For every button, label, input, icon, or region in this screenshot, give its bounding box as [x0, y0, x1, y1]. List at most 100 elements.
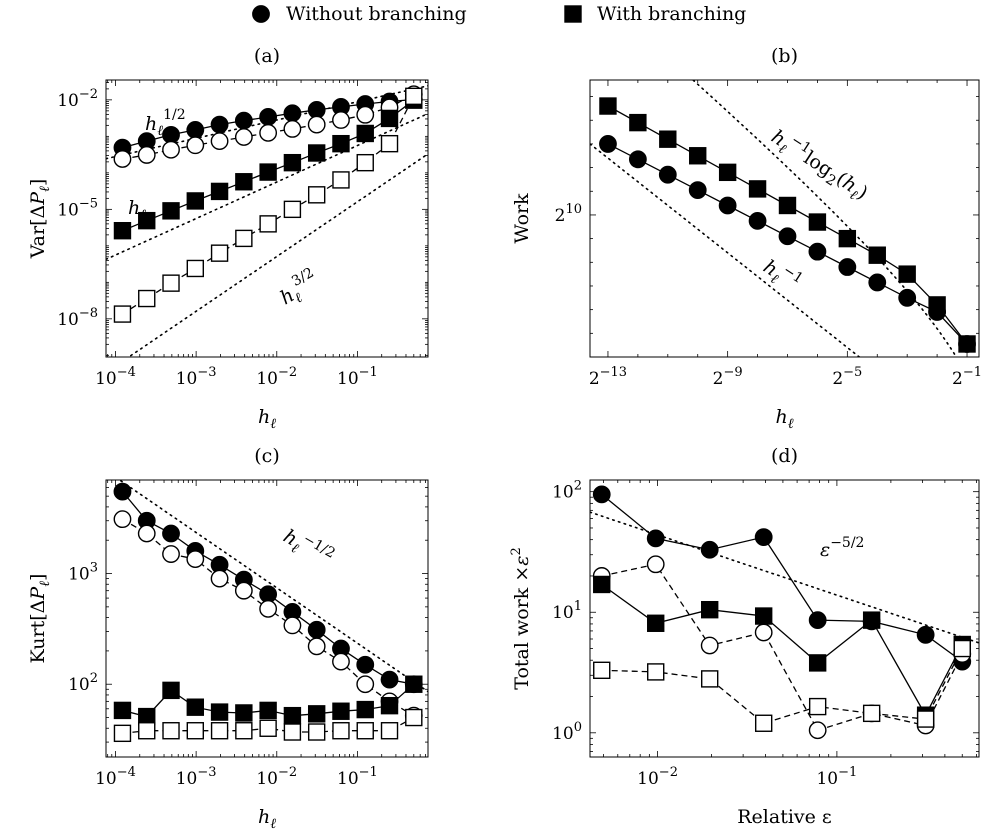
tick-exponent: 2	[90, 671, 98, 686]
data-point	[593, 661, 611, 679]
data-point	[259, 123, 278, 142]
y-label-symbol: P	[27, 586, 49, 601]
data-point	[283, 153, 302, 172]
data-point	[356, 722, 374, 740]
data-point	[808, 654, 827, 672]
x-tick-label: 10−4	[95, 765, 136, 789]
annotation-part: −1/2	[300, 531, 338, 562]
x-axis-label: hℓ	[258, 806, 276, 832]
data-point	[808, 242, 827, 261]
y-axis-label: Total work ×ε2	[509, 547, 533, 689]
data-point	[332, 652, 350, 671]
data-point	[356, 153, 374, 172]
panel-title: (d)	[771, 445, 798, 467]
data-point	[137, 146, 156, 164]
data-point	[700, 540, 719, 559]
plot-frame	[105, 79, 429, 358]
data-point	[186, 722, 204, 740]
series-line	[601, 493, 963, 663]
plot-area	[590, 485, 979, 740]
data-point	[898, 288, 917, 307]
y-label-sub: ℓ	[37, 186, 53, 192]
tick-base: 10	[57, 91, 79, 111]
y-label-symbol: P	[27, 191, 49, 206]
data-point	[234, 581, 253, 600]
data-point	[658, 165, 677, 184]
tick-exponent: −5	[843, 365, 862, 380]
data-point	[862, 704, 881, 723]
tick-exponent: 0	[574, 720, 582, 735]
data-point	[898, 265, 916, 283]
data-point	[380, 722, 399, 740]
y-label-text: Var[Δ	[27, 205, 49, 260]
legend-label: With branching	[597, 3, 746, 25]
data-point	[113, 482, 132, 501]
data-point	[307, 186, 326, 204]
tick-base: 10	[256, 369, 278, 389]
data-point	[928, 296, 946, 314]
data-point	[235, 173, 253, 191]
data-point	[186, 192, 204, 210]
data-point	[234, 111, 253, 130]
tick-exponent: −13	[600, 365, 627, 380]
x-tick-label: 2−13	[589, 365, 627, 389]
panel-title: (c)	[254, 445, 279, 467]
panel-a: (a)10−4 10−3 10−2 10−110−810−510−2hℓVar[ΔPℓ…	[27, 45, 429, 432]
tick-exponent: −2	[278, 765, 297, 780]
y-tick-label: 100	[552, 720, 582, 744]
data-point	[283, 200, 302, 219]
data-point	[592, 485, 611, 504]
tick-base: 2	[555, 206, 566, 226]
data-point	[808, 697, 827, 716]
data-point	[754, 623, 773, 642]
x-tick-label: 10−2	[256, 765, 297, 789]
tick-exponent: −8	[79, 306, 98, 321]
data-point	[307, 705, 326, 723]
tick-exponent: 3	[90, 561, 98, 576]
data-point	[259, 599, 278, 618]
data-point	[210, 722, 229, 740]
data-point	[113, 510, 132, 529]
data-point	[162, 681, 180, 700]
x-tick-label: 10−2	[256, 365, 297, 389]
annotation-part: ℓ	[157, 123, 163, 139]
data-point	[162, 202, 180, 220]
y-label-text: ]	[27, 574, 49, 581]
annotation-part: −5/2	[830, 535, 864, 551]
annotation-part: 3/2	[289, 265, 317, 290]
tick-exponent: −5	[79, 196, 98, 211]
data-point	[210, 182, 229, 201]
data-point	[808, 721, 827, 740]
y-label-text: ]	[27, 179, 49, 186]
data-point	[916, 710, 935, 728]
data-point	[808, 213, 827, 231]
tick-base: 10	[57, 200, 79, 220]
tick-exponent: −1	[963, 365, 982, 380]
y-tick-label: 10−5	[57, 196, 98, 220]
x-axis-label: hℓ	[258, 406, 276, 432]
data-point	[356, 655, 375, 674]
data-point	[380, 134, 399, 153]
data-point	[356, 675, 375, 694]
data-point	[307, 115, 326, 134]
y-label-text: Total work ×	[511, 566, 533, 690]
data-point	[235, 704, 253, 722]
data-point	[754, 607, 773, 625]
data-point	[307, 144, 326, 162]
data-point	[593, 575, 611, 594]
tick-base: 10	[176, 769, 198, 789]
tick-base: 10	[95, 769, 117, 789]
tick-exponent: 2	[574, 479, 582, 494]
tick-base: 10	[552, 603, 574, 623]
data-point	[307, 637, 326, 656]
y-tick-label: 102	[552, 479, 582, 503]
data-point	[332, 702, 350, 720]
data-point	[259, 108, 278, 126]
data-point	[186, 698, 204, 716]
data-point	[138, 289, 156, 308]
y-label-sub: ℓ	[37, 581, 53, 587]
data-point	[754, 528, 773, 547]
data-point	[380, 670, 399, 689]
tick-base: 10	[57, 310, 79, 330]
